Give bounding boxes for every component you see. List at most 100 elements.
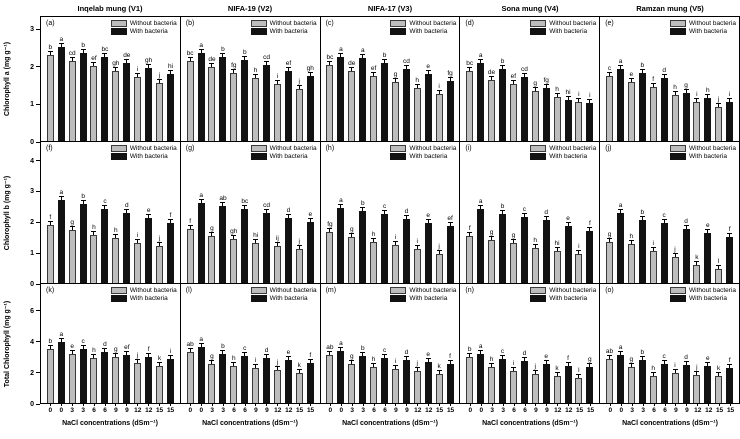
bar-slot: ef: [284, 17, 293, 141]
error-bar-cap: [447, 76, 453, 78]
bar-slot: a: [197, 284, 206, 403]
y-tick-label: 0: [30, 281, 34, 288]
error-bar-stem: [652, 247, 654, 251]
error-bar-stem: [438, 250, 440, 254]
bar-group-nacl-6: ef cd: [509, 17, 529, 141]
bar-slot: e: [68, 284, 77, 403]
x-tick-mark: [697, 404, 699, 406]
bar-group-nacl-0: ab a: [605, 284, 625, 403]
x-tick-mark: [502, 404, 504, 406]
bar-with-bacteria-nacl-9: [402, 360, 410, 403]
significance-letter: a: [478, 52, 483, 60]
error-bar-cap: [672, 90, 678, 92]
x-tick: 9: [122, 404, 131, 417]
panel-letter: (d): [465, 20, 474, 27]
x-tick-label: 3: [361, 407, 365, 414]
bar-slot: i: [133, 142, 142, 283]
panels-row-2: (f) Without bacteria With bacteria f a g b h c h d…: [40, 142, 740, 284]
error-bar: [242, 55, 248, 60]
bar-without-bacteria-nacl-3: [488, 240, 496, 283]
x-tick-label: 12: [554, 407, 562, 414]
bar-slot: g: [68, 142, 77, 283]
bar-without-bacteria-nacl-12: [134, 76, 142, 141]
error-bar: [414, 245, 420, 250]
significance-letter: d: [404, 207, 409, 215]
bar-without-bacteria-nacl-12: [134, 362, 142, 403]
y-tick-label: 4: [30, 157, 34, 165]
legend-row: With bacteria: [250, 153, 317, 160]
error-bar-cap: [489, 363, 495, 365]
x-tick-mark: [244, 404, 246, 406]
error-bar-stem: [158, 79, 160, 83]
bar-with-bacteria-nacl-6: [381, 214, 389, 283]
legend-row: Without bacteria: [670, 287, 736, 294]
bar-group-nacl-0: bc a: [325, 17, 345, 141]
x-tick: 0: [466, 404, 475, 417]
error-bar-cap: [198, 198, 204, 200]
error-bar: [532, 243, 538, 248]
legend: Without bacteria With bacteria: [390, 20, 456, 36]
error-bar-cap: [392, 77, 398, 79]
x-tick-label: 0: [59, 407, 64, 414]
bar-group-nacl-9: hi cd: [251, 142, 271, 283]
bar-slot: j: [671, 142, 680, 283]
bar-with-bacteria-nacl-3: [499, 68, 507, 141]
x-tick: 3: [348, 404, 357, 417]
legend-label: With bacteria: [409, 153, 448, 160]
error-bar-stem: [416, 246, 418, 250]
x-axis-tick-labels: 0 0 3 3 6 6 9 9 12 12 15 15 0 0 3 3 6 6 9 9 12 12 15 15 0 0 3 3 6 6 9 9…: [40, 404, 740, 417]
error-bar-cap: [146, 64, 152, 66]
x-tick: 9: [111, 404, 120, 417]
significance-letter: g: [489, 229, 494, 237]
x-tick-label: 9: [254, 407, 258, 414]
error-bar: [209, 231, 215, 236]
bar-slot: c: [520, 142, 529, 283]
error-bar-stem: [674, 369, 676, 373]
error-bar-cap: [338, 203, 344, 205]
error-bar-stem: [556, 372, 558, 376]
error-bar-cap: [650, 83, 656, 85]
legend-label: With bacteria: [129, 153, 168, 160]
bar-with-bacteria-nacl-9: [682, 229, 690, 283]
error-bar-stem: [298, 369, 300, 373]
y-tick-label: 0: [30, 401, 34, 408]
x-tick-label: 12: [565, 407, 573, 414]
error-bar: [296, 245, 302, 250]
error-bar-stem: [255, 365, 257, 369]
bar-without-bacteria-nacl-6: [230, 72, 238, 141]
error-bar-cap: [135, 238, 141, 240]
bar-without-bacteria-nacl-3: [68, 230, 76, 283]
x-tick-label: 3: [490, 407, 494, 414]
error-bar: [80, 200, 86, 205]
bar-without-bacteria-nacl-15: [715, 106, 723, 141]
bar-with-bacteria-nacl-0: [337, 207, 345, 283]
bar-with-bacteria-nacl-15: [446, 80, 454, 141]
bar-group-nacl-6: fg b: [229, 17, 249, 141]
x-tick-label: 0: [619, 407, 624, 414]
significance-letter: gh: [145, 57, 153, 65]
x-tick: 12: [704, 404, 713, 417]
error-bar-stem: [729, 365, 731, 369]
bar-slot: d: [520, 284, 529, 403]
error-bar-cap: [587, 99, 593, 101]
bar-without-bacteria-nacl-15: [435, 253, 443, 283]
x-tick: 15: [575, 404, 584, 417]
bar-slot: i: [649, 142, 658, 283]
error-bar-cap: [209, 62, 215, 64]
bar-without-bacteria-nacl-9: [671, 94, 679, 141]
significance-letter: d: [544, 209, 549, 217]
x-tick-label: 15: [586, 407, 595, 414]
legend-swatch-with-bacteria: [110, 295, 127, 302]
x-tick: 12: [273, 404, 282, 417]
x-tick-label: 15: [435, 407, 444, 414]
significance-letter: c: [243, 345, 247, 353]
bar-slot: h: [627, 142, 636, 283]
bar-without-bacteria-nacl-3: [348, 70, 356, 141]
error-bar-stem: [233, 235, 235, 239]
error-bar-stem: [469, 354, 471, 358]
error-bar-cap: [80, 200, 86, 202]
